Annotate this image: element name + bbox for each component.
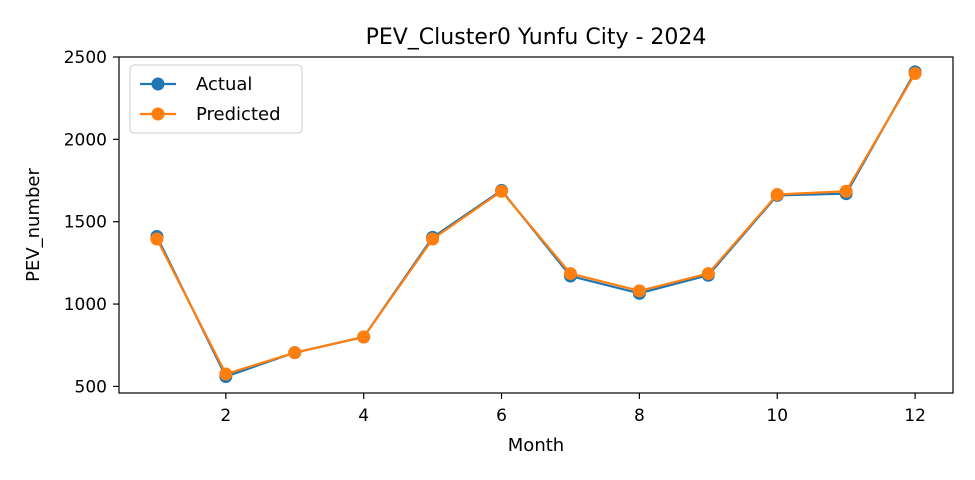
x-tick-label: 4 (358, 406, 369, 426)
data-point (150, 232, 164, 246)
data-point (839, 184, 853, 198)
x-tick-label: 6 (496, 406, 507, 426)
x-axis-label: Month (508, 435, 564, 456)
series-layer (150, 65, 922, 384)
x-tick-label: 10 (766, 406, 788, 426)
y-tick-label: 1000 (64, 295, 107, 315)
data-point (701, 267, 715, 281)
legend-label: Predicted (196, 104, 281, 125)
y-tick-label: 2500 (64, 48, 107, 68)
legend-label: Actual (196, 74, 252, 95)
y-axis-label: PEV_number (23, 168, 44, 282)
series-line (155, 72, 917, 376)
data-point (426, 232, 440, 246)
chart-title: PEV_Cluster0 Yunfu City - 2024 (366, 25, 707, 50)
data-point (495, 184, 509, 198)
data-point (219, 367, 233, 381)
data-point (357, 330, 371, 344)
legend-marker (151, 107, 165, 121)
data-point (770, 188, 784, 202)
data-point (908, 66, 922, 80)
x-tick-label: 2 (220, 406, 231, 426)
y-tick-label: 1500 (64, 213, 107, 233)
legend-marker (151, 77, 165, 91)
x-tick-label: 8 (634, 406, 645, 426)
data-point (632, 284, 646, 298)
legend-box (129, 64, 303, 134)
x-tick-label: 12 (904, 406, 926, 426)
y-tick-label: 2000 (64, 130, 107, 150)
series-predicted (150, 66, 922, 381)
data-point (288, 346, 302, 360)
y-tick-label: 500 (75, 377, 107, 397)
legend: Actual Predicted (129, 64, 303, 134)
data-point (563, 267, 577, 281)
axes: 2 4 6 8 10 12 500 1000 1500 2000 2500 (64, 48, 926, 426)
